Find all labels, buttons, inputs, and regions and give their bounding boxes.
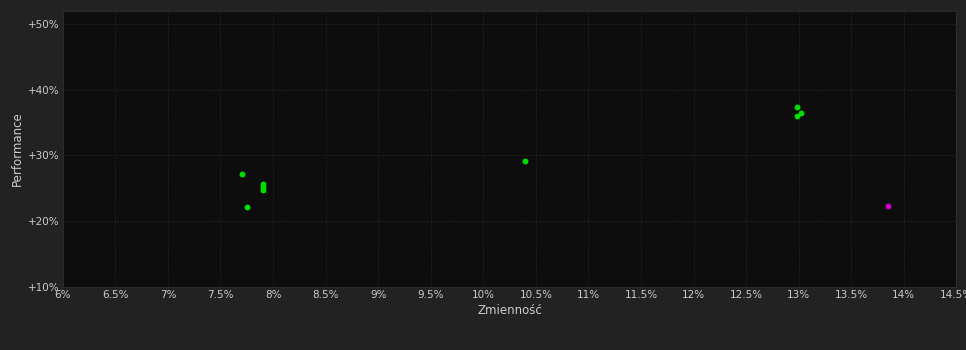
Point bbox=[255, 181, 270, 187]
Point bbox=[880, 203, 895, 209]
Point bbox=[518, 159, 533, 164]
X-axis label: Zmienność: Zmienność bbox=[477, 304, 542, 317]
Point bbox=[789, 105, 805, 110]
Point bbox=[239, 204, 254, 210]
Point bbox=[793, 110, 809, 116]
Point bbox=[255, 188, 270, 193]
Point bbox=[255, 184, 270, 190]
Point bbox=[234, 171, 249, 176]
Point bbox=[789, 113, 805, 119]
Y-axis label: Performance: Performance bbox=[12, 111, 24, 186]
